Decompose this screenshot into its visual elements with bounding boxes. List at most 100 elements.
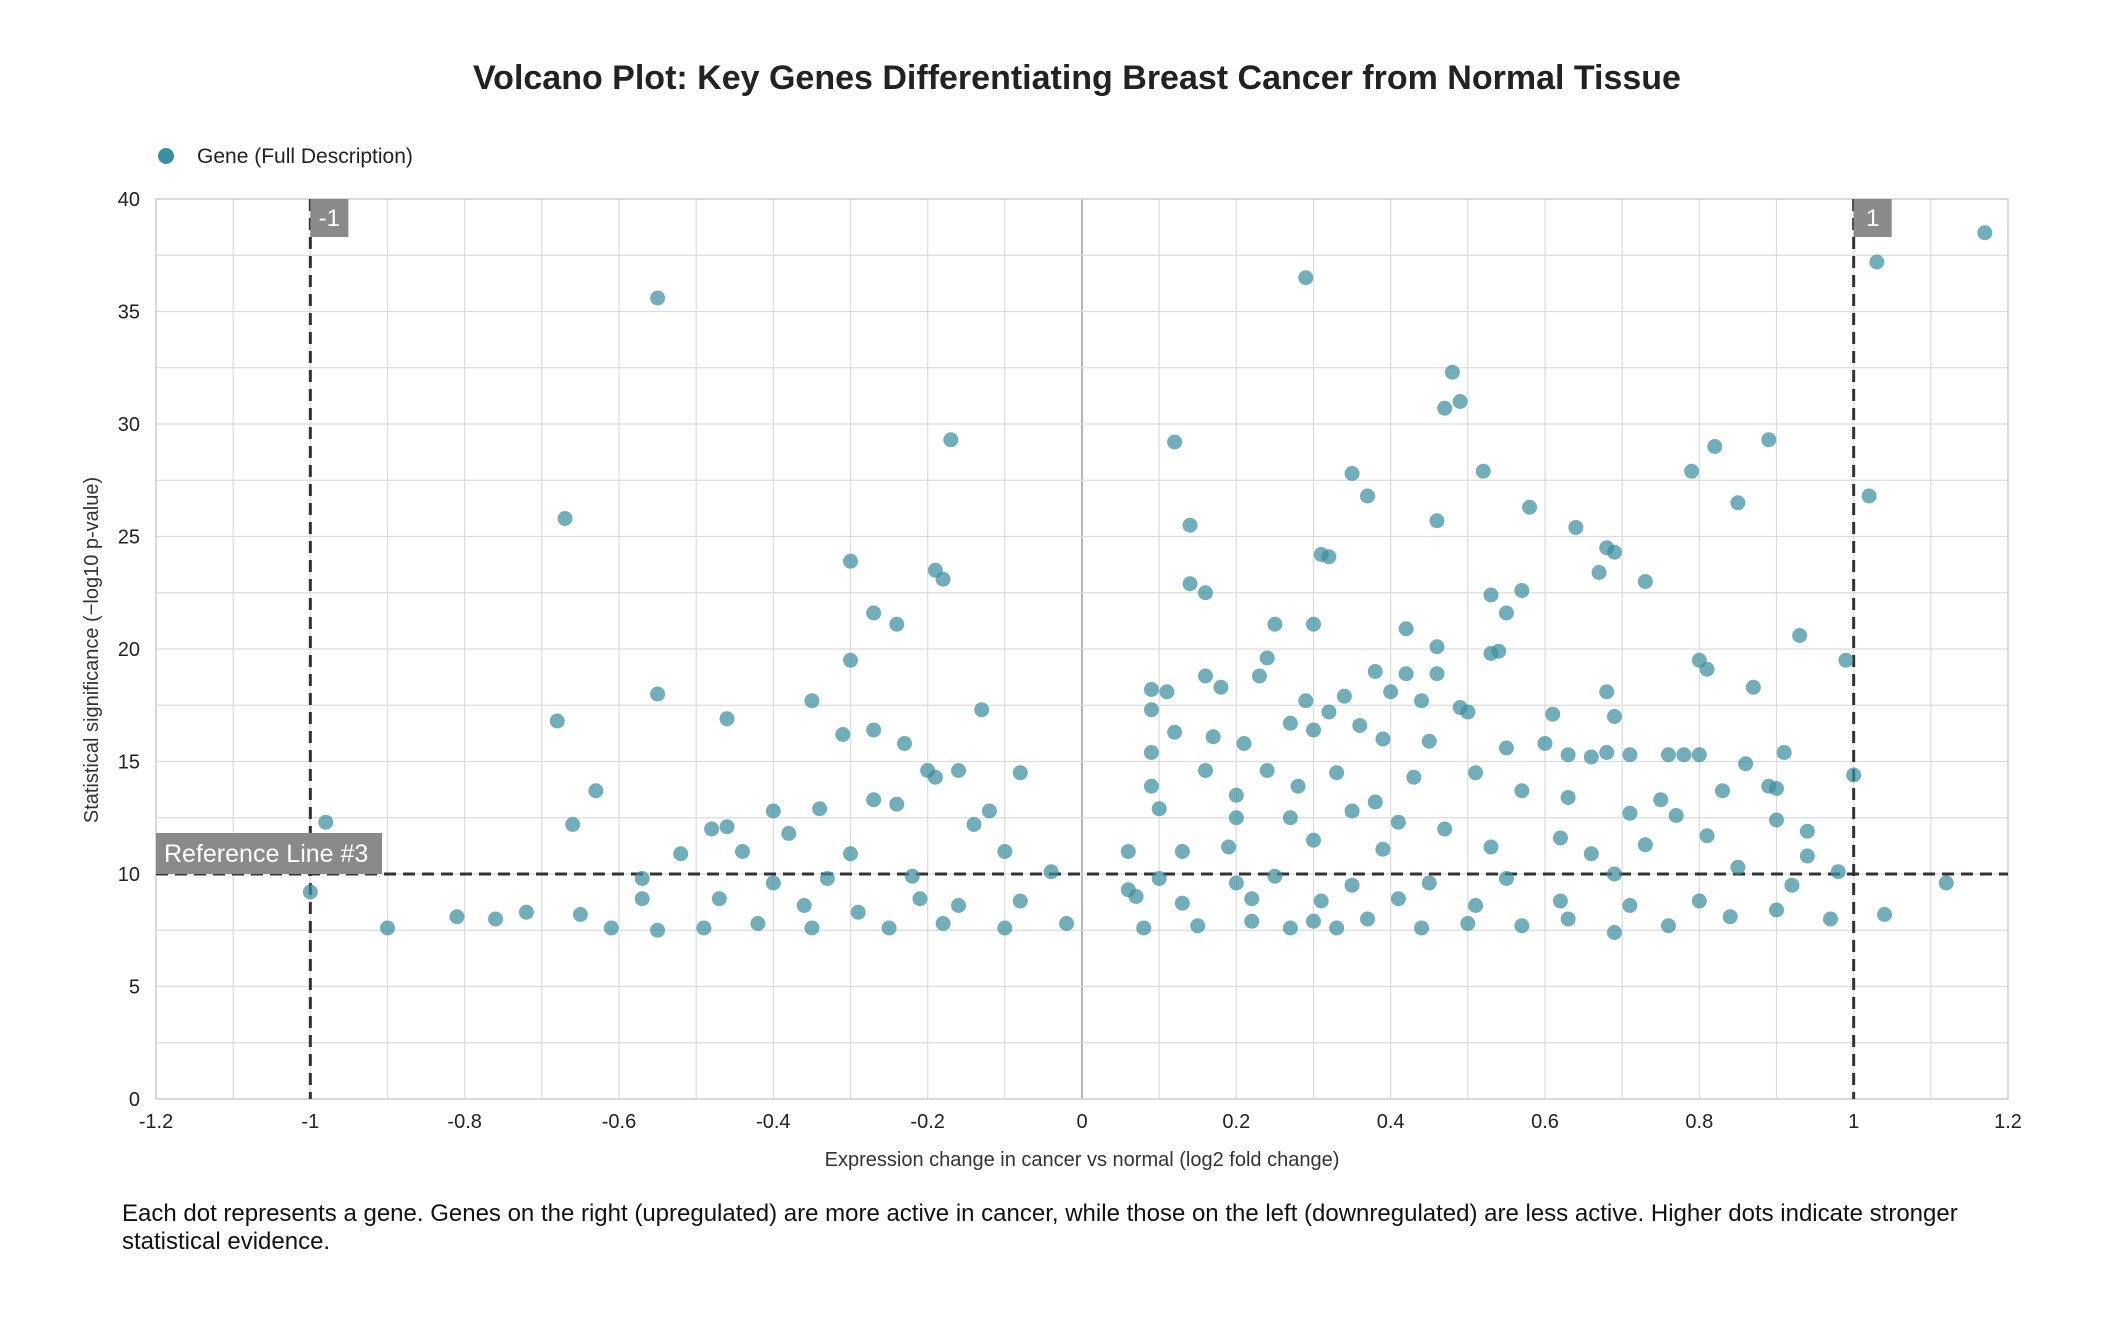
gene-point <box>1707 439 1723 454</box>
gene-point <box>1143 682 1159 697</box>
gene-point <box>1167 434 1183 450</box>
gene-point <box>1182 517 1198 533</box>
gene-point <box>1429 639 1445 655</box>
gene-point <box>1846 767 1862 783</box>
gene-point <box>1714 783 1730 799</box>
gene-point <box>1483 839 1499 855</box>
x-tick-label: -0.4 <box>756 1111 790 1133</box>
gene-point <box>835 727 851 742</box>
gene-point <box>1390 891 1406 907</box>
gene-point <box>1514 918 1530 934</box>
gene-point <box>1653 792 1669 808</box>
gene-point <box>1213 679 1229 695</box>
gene-point <box>1306 616 1321 632</box>
gene-point <box>1167 724 1183 740</box>
y-tick-label: 5 <box>129 977 140 999</box>
gene-point <box>1475 463 1491 479</box>
gene-point <box>1329 920 1345 936</box>
gene-point <box>1313 893 1329 909</box>
gene-point <box>765 803 781 819</box>
gene-point <box>1151 871 1167 886</box>
gene-point <box>1938 875 1954 891</box>
reference-label-text: -1 <box>319 205 340 232</box>
gene-point <box>634 871 650 886</box>
gene-point <box>1498 740 1514 756</box>
gene-point <box>1244 891 1260 907</box>
x-tick-label: -1.2 <box>139 1111 173 1133</box>
gene-point <box>904 868 920 884</box>
gene-point <box>1398 666 1414 682</box>
gene-point <box>1483 587 1499 603</box>
gene-point <box>634 891 650 907</box>
gene-point <box>1012 765 1028 781</box>
gene-point <box>704 821 720 837</box>
gene-point <box>1383 684 1399 700</box>
gene-point <box>1583 749 1599 765</box>
x-tick-label: -0.8 <box>447 1111 481 1133</box>
gene-point <box>843 652 858 668</box>
gene-point <box>812 801 828 817</box>
gene-point <box>1452 394 1468 409</box>
gene-point <box>1637 837 1653 853</box>
gene-point <box>1197 763 1213 778</box>
gene-point <box>1197 668 1213 684</box>
gene-point <box>1552 830 1568 846</box>
gene-point <box>1738 756 1754 772</box>
gene-point <box>1691 893 1707 909</box>
reference-label-text: 1 <box>1866 205 1879 232</box>
gene-point <box>866 722 882 738</box>
gene-point <box>673 846 689 862</box>
gene-point <box>1684 463 1700 479</box>
gene-point <box>1282 920 1298 936</box>
gene-point <box>1375 731 1391 747</box>
gene-point <box>696 920 712 936</box>
gene-point <box>1360 488 1376 504</box>
gene-point <box>1344 466 1360 481</box>
gene-point <box>1583 846 1599 862</box>
gene-point <box>1298 270 1314 286</box>
gene-point <box>1498 871 1514 886</box>
gene-point <box>719 819 735 835</box>
gene-point <box>1877 907 1893 922</box>
gene-point <box>1282 715 1298 731</box>
gene-point <box>1745 679 1761 695</box>
gene-point <box>1730 859 1746 875</box>
gene-point <box>966 817 982 832</box>
gene-point <box>981 803 997 819</box>
gene-point <box>1769 781 1784 796</box>
gene-point <box>1360 911 1376 927</box>
gene-point <box>1691 747 1707 763</box>
gene-point <box>1676 747 1692 763</box>
chart-caption: Each dot represents a gene. Genes on the… <box>122 1200 1958 1255</box>
gene-point <box>1552 893 1568 909</box>
gene-point <box>1298 693 1314 709</box>
gene-point <box>1321 549 1337 565</box>
gene-point <box>1730 495 1746 511</box>
gene-point <box>1776 745 1792 760</box>
gene-point <box>1267 616 1283 632</box>
gene-point <box>650 922 666 938</box>
gene-point <box>1606 709 1622 724</box>
gene-point <box>1190 918 1206 934</box>
gene-point <box>1606 544 1622 560</box>
gene-point <box>488 911 504 927</box>
gene-point <box>1560 790 1576 805</box>
gene-point <box>1128 889 1144 904</box>
y-tick-label: 0 <box>129 1089 140 1111</box>
gene-point <box>1306 722 1321 738</box>
gene-point <box>1306 832 1321 848</box>
axes: -1.2 -1 -0.8 -0.6 -0.4 -0.2 0 0.2 0.4 0.6 0.8 1 1.2 0… <box>118 189 2022 1133</box>
gene-point <box>518 904 534 920</box>
gene-point <box>889 796 905 812</box>
gene-point <box>1228 787 1244 803</box>
gene-point <box>1622 747 1638 763</box>
gene-point <box>1660 747 1676 763</box>
x-tick-label: 0.6 <box>1531 1111 1559 1133</box>
gene-point <box>1869 254 1885 270</box>
gene-point <box>1460 916 1476 931</box>
gene-point <box>1444 364 1460 380</box>
gene-point <box>912 891 928 907</box>
y-tick-label: 40 <box>118 189 140 211</box>
gene-point <box>1599 745 1615 760</box>
gene-point <box>1421 875 1437 891</box>
